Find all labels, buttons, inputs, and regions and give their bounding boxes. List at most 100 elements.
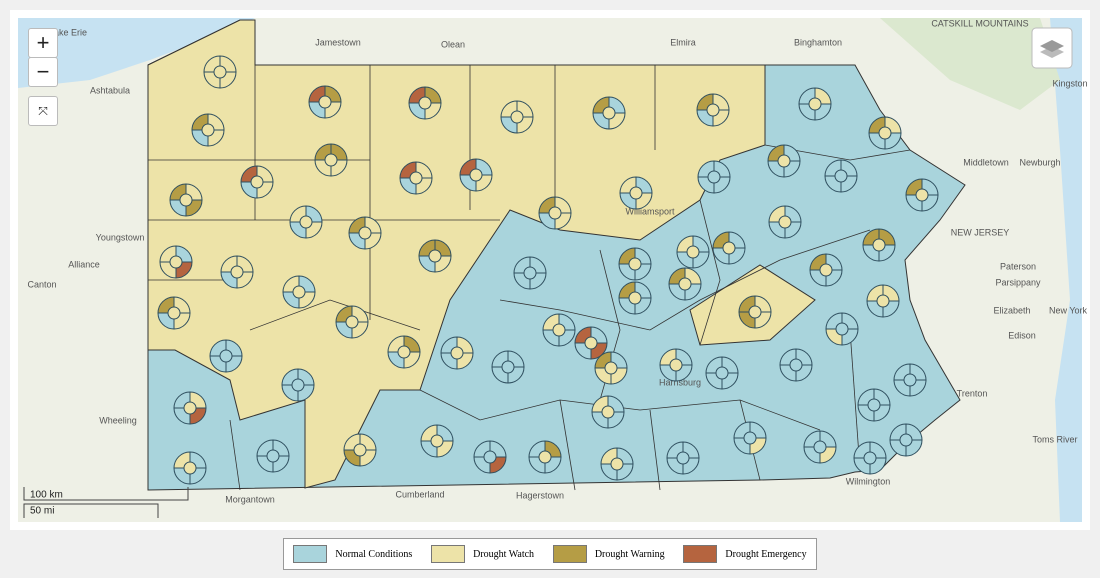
indicator-center	[903, 373, 917, 387]
county-indicator[interactable]	[418, 239, 452, 273]
place-label: Binghamton	[794, 37, 842, 47]
county-indicator[interactable]	[779, 348, 813, 382]
indicator-center	[510, 110, 524, 124]
county-indicator[interactable]	[538, 196, 572, 230]
county-indicator[interactable]	[697, 160, 731, 194]
zoom-in[interactable]: +	[28, 28, 58, 58]
county-indicator[interactable]	[440, 336, 474, 370]
county-indicator[interactable]	[798, 87, 832, 121]
legend-label: Drought Emergency	[725, 548, 807, 560]
county-indicator[interactable]	[666, 441, 700, 475]
county-indicator[interactable]	[528, 440, 562, 474]
county-indicator[interactable]	[618, 281, 652, 315]
indicator-center	[167, 306, 181, 320]
county-indicator[interactable]	[868, 116, 902, 150]
county-indicator[interactable]	[157, 296, 191, 330]
county-indicator[interactable]	[203, 55, 237, 89]
indicator-center	[628, 291, 642, 305]
county-indicator[interactable]	[408, 86, 442, 120]
indicator-center	[715, 366, 729, 380]
county-indicator[interactable]	[159, 245, 193, 279]
indicator-center	[610, 457, 624, 471]
county-indicator[interactable]	[282, 275, 316, 309]
county-indicator[interactable]	[281, 368, 315, 402]
county-indicator[interactable]	[335, 305, 369, 339]
county-border	[249, 299, 421, 331]
county-indicator[interactable]	[767, 144, 801, 178]
county-indicator[interactable]	[387, 335, 421, 369]
indicator-center	[601, 405, 615, 419]
county-indicator[interactable]	[308, 85, 342, 119]
county-indicator[interactable]	[220, 255, 254, 289]
county-indicator[interactable]	[348, 216, 382, 250]
county-indicator[interactable]	[600, 447, 634, 481]
indicator-center	[430, 434, 444, 448]
county-indicator[interactable]	[905, 178, 939, 212]
county-indicator[interactable]	[420, 424, 454, 458]
county-indicator[interactable]	[513, 256, 547, 290]
county-indicator[interactable]	[594, 351, 628, 385]
county-indicator[interactable]	[542, 313, 576, 347]
county-indicator[interactable]	[862, 228, 896, 262]
county-indicator[interactable]	[343, 433, 377, 467]
layers-button[interactable]	[1031, 27, 1073, 69]
indicator-center	[179, 193, 193, 207]
county-indicator[interactable]	[173, 391, 207, 425]
legend-swatch	[431, 545, 466, 563]
county-indicator[interactable]	[491, 350, 525, 384]
indicator-center	[501, 360, 515, 374]
full-extent[interactable]: ⤧	[28, 96, 58, 126]
indicator-center	[169, 255, 183, 269]
county-indicator[interactable]	[209, 339, 243, 373]
ocean	[1050, 18, 1082, 522]
county-indicator[interactable]	[768, 205, 802, 239]
county-indicator[interactable]	[824, 159, 858, 193]
county-indicator[interactable]	[676, 235, 710, 269]
county-indicator[interactable]	[668, 267, 702, 301]
county-indicator[interactable]	[473, 440, 507, 474]
county-indicator[interactable]	[399, 161, 433, 195]
county-indicator[interactable]	[619, 176, 653, 210]
indicator-center	[523, 266, 537, 280]
legend-swatch	[552, 545, 587, 563]
county-indicator[interactable]	[618, 247, 652, 281]
place-label: Lake Erie	[49, 27, 87, 37]
county-indicator[interactable]	[893, 363, 927, 397]
county-indicator[interactable]	[240, 165, 274, 199]
county-indicator[interactable]	[866, 284, 900, 318]
indicator-center	[324, 153, 338, 167]
county-indicator[interactable]	[853, 441, 887, 475]
zoom-out[interactable]: −	[28, 57, 58, 87]
county-indicator[interactable]	[173, 451, 207, 485]
county-indicator[interactable]	[574, 326, 608, 360]
county-indicator[interactable]	[712, 231, 746, 265]
county-indicator[interactable]	[591, 395, 625, 429]
indicator-center	[835, 322, 849, 336]
indicator-center	[722, 241, 736, 255]
county-indicator[interactable]	[592, 96, 626, 130]
lake	[18, 18, 255, 88]
county-indicator[interactable]	[289, 205, 323, 239]
county-indicator[interactable]	[803, 430, 837, 464]
county-indicator[interactable]	[889, 423, 923, 457]
county-indicator[interactable]	[256, 439, 290, 473]
county-indicator[interactable]	[314, 143, 348, 177]
county-indicator[interactable]	[169, 183, 203, 217]
indicator-center	[299, 215, 313, 229]
county-indicator[interactable]	[696, 93, 730, 127]
indicator-center	[292, 285, 306, 299]
indicator-center	[201, 123, 215, 137]
county-indicator[interactable]	[738, 295, 772, 329]
county-indicator[interactable]	[857, 388, 891, 422]
county-indicator[interactable]	[705, 356, 739, 390]
county-indicator[interactable]	[825, 312, 859, 346]
county-indicator[interactable]	[500, 100, 534, 134]
indicator-center	[789, 358, 803, 372]
county-indicator[interactable]	[191, 113, 225, 147]
county-indicator[interactable]	[809, 253, 843, 287]
county-indicator[interactable]	[659, 348, 693, 382]
county-indicator[interactable]	[459, 158, 493, 192]
county-indicator[interactable]	[733, 421, 767, 455]
